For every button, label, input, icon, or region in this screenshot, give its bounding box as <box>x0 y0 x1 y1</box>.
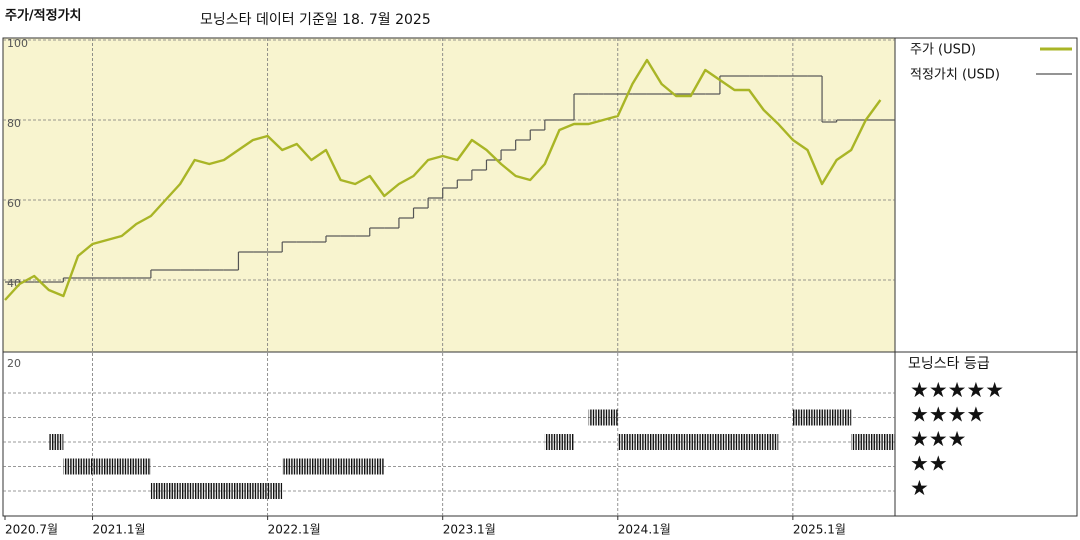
subtitle: 모닝스타 데이터 기준일 18. 7월 2025 <box>200 12 431 28</box>
y-tick-label: 100 <box>7 37 28 50</box>
rating-bar <box>588 409 618 426</box>
rating-bar <box>851 434 895 450</box>
rating-label: ★★★ <box>910 427 966 451</box>
ratings-title: 모닝스타 등급 <box>908 356 990 372</box>
y-tick-label: 80 <box>7 117 21 130</box>
ratings-corner-label: 20 <box>7 357 21 370</box>
x-tick-label: 2023.1월 <box>443 523 496 537</box>
rating-bar <box>63 458 151 475</box>
rating-bar <box>544 434 575 450</box>
rating-label: ★★ <box>910 452 948 476</box>
rating-bar <box>792 409 852 426</box>
x-tick-label: 2025.1월 <box>793 523 846 537</box>
rating-label: ★ <box>910 476 929 500</box>
x-tick-label: 2021.1월 <box>93 523 146 537</box>
rating-bar <box>48 434 64 450</box>
price-line <box>4 58 882 301</box>
rating-label: ★★★★★ <box>910 378 1004 402</box>
rating-bar <box>617 434 779 450</box>
frame <box>2 37 1078 517</box>
rating-label: ★★★★ <box>910 403 985 427</box>
legend-label: 주가 (USD) <box>910 43 976 58</box>
y-tick-label: 60 <box>7 197 21 210</box>
x-tick-label: 2022.1월 <box>268 523 321 537</box>
rating-bar <box>150 483 283 499</box>
x-tick-label: 2020.7월 <box>5 523 58 537</box>
x-tick-label: 2024.1월 <box>618 523 671 537</box>
rating-bar <box>282 458 385 475</box>
legend-label: 적정가치 (USD) <box>910 68 1000 83</box>
price-panel <box>3 38 895 352</box>
title: 주가/적정가치 <box>5 8 82 24</box>
